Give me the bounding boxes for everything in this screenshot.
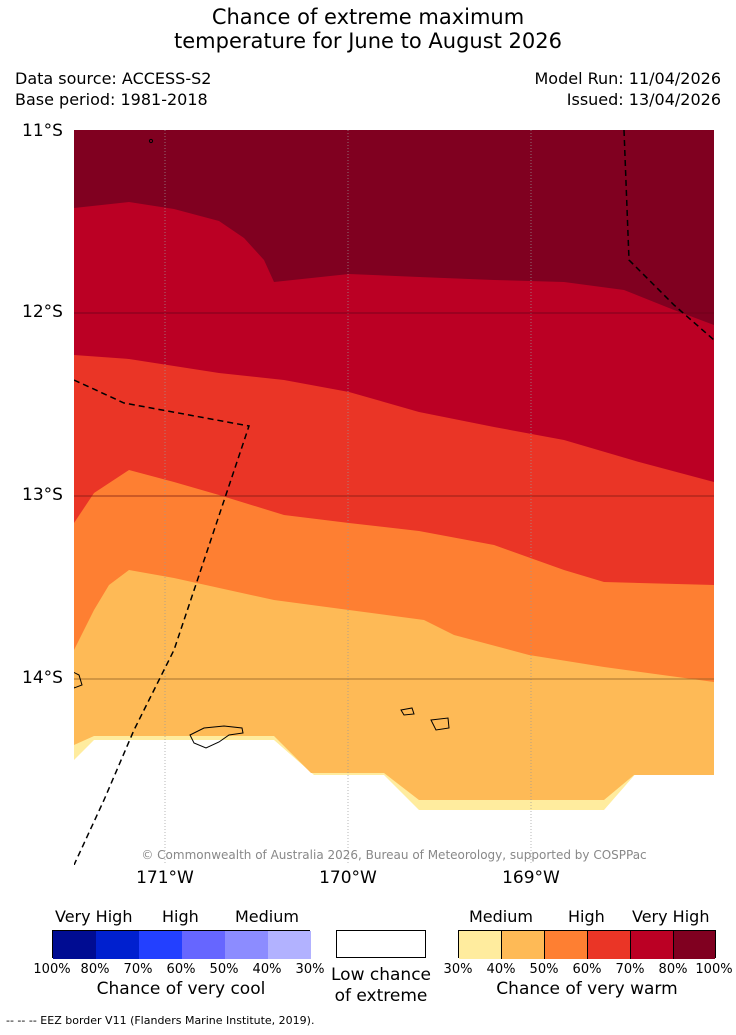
lon-label-170w: 170°W	[319, 868, 377, 888]
warm-pct-70: 70%	[615, 962, 645, 977]
warm-caption: Chance of very warm	[496, 979, 678, 999]
warm-swatch-40-50	[502, 931, 545, 959]
island-manua	[430, 717, 450, 731]
warm-swatch-70-80	[631, 931, 674, 959]
warm-pct-30: 30%	[443, 962, 473, 977]
copyright-notice: © Commonwealth of Australia 2026, Bureau…	[141, 848, 647, 862]
warm-heading-medium: Medium	[469, 907, 533, 926]
cool-pct-70: 70%	[123, 962, 153, 977]
neutral-caption-line-1: Low chance	[331, 965, 431, 985]
lat-label-12s: 12°S	[22, 302, 63, 322]
cool-pct-100: 100%	[33, 962, 71, 977]
island-tutuila	[400, 707, 415, 716]
lon-label-169w: 169°W	[502, 868, 560, 888]
cool-pct-60: 60%	[166, 962, 196, 977]
warm-pct-80: 80%	[658, 962, 688, 977]
cool-heading-medium: Medium	[235, 907, 299, 926]
model-run-label: Model Run: 11/04/2026	[534, 69, 722, 88]
warm-pct-60: 60%	[572, 962, 602, 977]
cool-pct-50: 50%	[209, 962, 239, 977]
warm-swatch-80-100	[674, 931, 715, 959]
neutral-swatch	[336, 930, 426, 958]
warm-pct-100: 100%	[695, 962, 733, 977]
cool-heading-very-high: Very High	[55, 907, 133, 926]
lat-label-11s: 11°S	[22, 121, 63, 141]
eez-border	[74, 130, 714, 865]
graticule	[74, 130, 714, 865]
zone-80-100	[74, 130, 714, 325]
island-upolu	[189, 725, 244, 749]
cool-color-bar	[52, 930, 311, 959]
lat-label-13s: 13°S	[22, 485, 63, 505]
warm-swatch-30-40	[459, 931, 502, 959]
islands	[74, 138, 450, 749]
island-swains	[148, 138, 154, 144]
warm-heading-high: High	[568, 907, 605, 926]
cool-caption: Chance of very cool	[96, 979, 266, 999]
cool-pct-80: 80%	[80, 962, 110, 977]
warm-pct-50: 50%	[529, 962, 559, 977]
neutral-caption-line-2: of extreme	[334, 986, 428, 1006]
cool-pct-30: 30%	[295, 962, 325, 977]
warm-heading-very-high: Very High	[632, 907, 710, 926]
cool-swatch-40-50	[225, 931, 268, 959]
cool-swatch-50-60	[182, 931, 225, 959]
island-savaii-small	[74, 671, 83, 689]
cool-swatch-80-100	[53, 931, 96, 959]
map-title-line-1: Chance of extreme maximum	[211, 5, 525, 29]
forecast-map	[74, 130, 714, 865]
warm-pct-40: 40%	[486, 962, 516, 977]
warm-color-bar	[458, 930, 716, 959]
warm-swatch-50-60	[545, 931, 588, 959]
data-source-label: Data source: ACCESS-S2	[15, 69, 212, 88]
map-title-line-2: temperature for June to August 2026	[174, 29, 562, 53]
cool-pct-40: 40%	[252, 962, 282, 977]
cool-swatch-60-70	[139, 931, 182, 959]
eez-footnote: -- -- -- EEZ border V11 (Flanders Marine…	[6, 1014, 315, 1027]
cool-heading-high: High	[162, 907, 199, 926]
issued-label: Issued: 13/04/2026	[566, 90, 721, 109]
cool-swatch-70-80	[96, 931, 139, 959]
base-period-label: Base period: 1981-2018	[15, 90, 208, 109]
warm-swatch-60-70	[588, 931, 631, 959]
lon-label-171w: 171°W	[136, 868, 194, 888]
lat-label-14s: 14°S	[22, 668, 63, 688]
cool-swatch-30-40	[268, 931, 311, 959]
